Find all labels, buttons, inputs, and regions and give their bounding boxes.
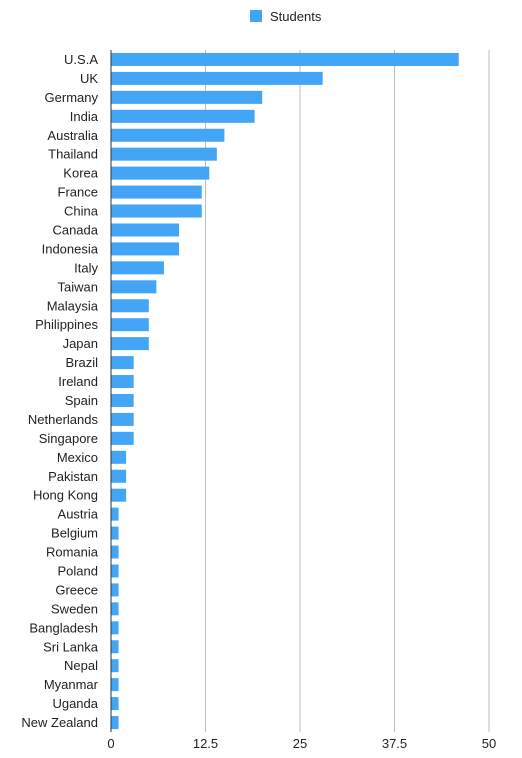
- category-label: Malaysia: [47, 298, 99, 313]
- bar: [111, 678, 119, 692]
- legend-label: Students: [270, 9, 322, 24]
- bar: [111, 450, 127, 464]
- category-label: Romania: [46, 545, 99, 560]
- category-label: Uganda: [52, 696, 98, 711]
- category-label: France: [58, 185, 98, 200]
- category-label: Indonesia: [42, 241, 99, 256]
- bar: [111, 185, 202, 199]
- bar: [111, 356, 134, 370]
- category-label: Brazil: [65, 355, 98, 370]
- category-label: Greece: [55, 582, 98, 597]
- category-label: Italy: [74, 260, 98, 275]
- category-label: Australia: [47, 128, 98, 143]
- bar: [111, 147, 217, 161]
- bar: [111, 716, 119, 730]
- category-label: Netherlands: [28, 412, 99, 427]
- category-label: Korea: [63, 166, 98, 181]
- bar: [111, 545, 119, 559]
- bar: [111, 697, 119, 711]
- bar: [111, 90, 263, 104]
- bar: [111, 564, 119, 578]
- category-label: Sweden: [51, 601, 98, 616]
- bar: [111, 393, 134, 407]
- bar: [111, 299, 149, 313]
- category-label: Taiwan: [58, 279, 98, 294]
- category-label: Myanmar: [44, 677, 99, 692]
- category-label: Ireland: [58, 374, 98, 389]
- bar: [111, 166, 210, 180]
- x-axis-ticks: 0 12.5 25 37.5 50: [107, 736, 496, 751]
- x-tick-label: 50: [482, 736, 496, 751]
- bar: [111, 431, 134, 445]
- bar: [111, 469, 127, 483]
- category-labels: U.S.A UK Germany India Australia Thailand Kore…: [21, 52, 98, 730]
- bar: [111, 242, 180, 256]
- bar: [111, 337, 149, 351]
- category-label: China: [64, 204, 99, 219]
- category-label: UK: [80, 71, 98, 86]
- category-label: Thailand: [48, 147, 98, 162]
- x-tick-label: 37.5: [382, 736, 407, 751]
- legend-swatch: [250, 10, 262, 22]
- category-label: Sri Lanka: [43, 639, 99, 654]
- bar: [111, 109, 255, 123]
- bar: [111, 128, 225, 142]
- category-label: Nepal: [64, 658, 98, 673]
- category-label: Pakistan: [48, 469, 98, 484]
- category-label: India: [70, 109, 99, 124]
- legend: Students: [250, 9, 322, 24]
- category-label: Bangladesh: [29, 620, 98, 635]
- bar: [111, 71, 323, 85]
- x-tick-label: 12.5: [193, 736, 218, 751]
- bar: [111, 375, 134, 389]
- bar: [111, 412, 134, 426]
- bar: [111, 223, 180, 237]
- bar: [111, 640, 119, 654]
- bar: [111, 261, 164, 275]
- category-label: Spain: [65, 393, 98, 408]
- bar: [111, 52, 459, 66]
- bar: [111, 602, 119, 616]
- category-label: Germany: [45, 90, 99, 105]
- category-label: Mexico: [57, 450, 98, 465]
- category-label: Canada: [52, 222, 98, 237]
- bar: [111, 507, 119, 521]
- category-label: Hong Kong: [33, 488, 98, 503]
- bar: [111, 526, 119, 540]
- category-label: Singapore: [39, 431, 98, 446]
- category-label: Philippines: [35, 317, 98, 332]
- category-label: Austria: [58, 507, 99, 522]
- category-label: Japan: [63, 336, 98, 351]
- gridlines: [205, 50, 490, 732]
- bar: [111, 280, 157, 294]
- bars: [111, 52, 459, 730]
- category-label: Poland: [58, 563, 98, 578]
- category-label: New Zealand: [21, 715, 98, 730]
- category-label: Belgium: [51, 526, 98, 541]
- bar: [111, 621, 119, 635]
- bar: [111, 204, 202, 218]
- bar: [111, 488, 127, 502]
- x-tick-label: 25: [293, 736, 307, 751]
- bar: [111, 583, 119, 597]
- category-label: U.S.A: [64, 52, 98, 67]
- bar: [111, 659, 119, 673]
- bar: [111, 318, 149, 332]
- x-tick-label: 0: [107, 736, 114, 751]
